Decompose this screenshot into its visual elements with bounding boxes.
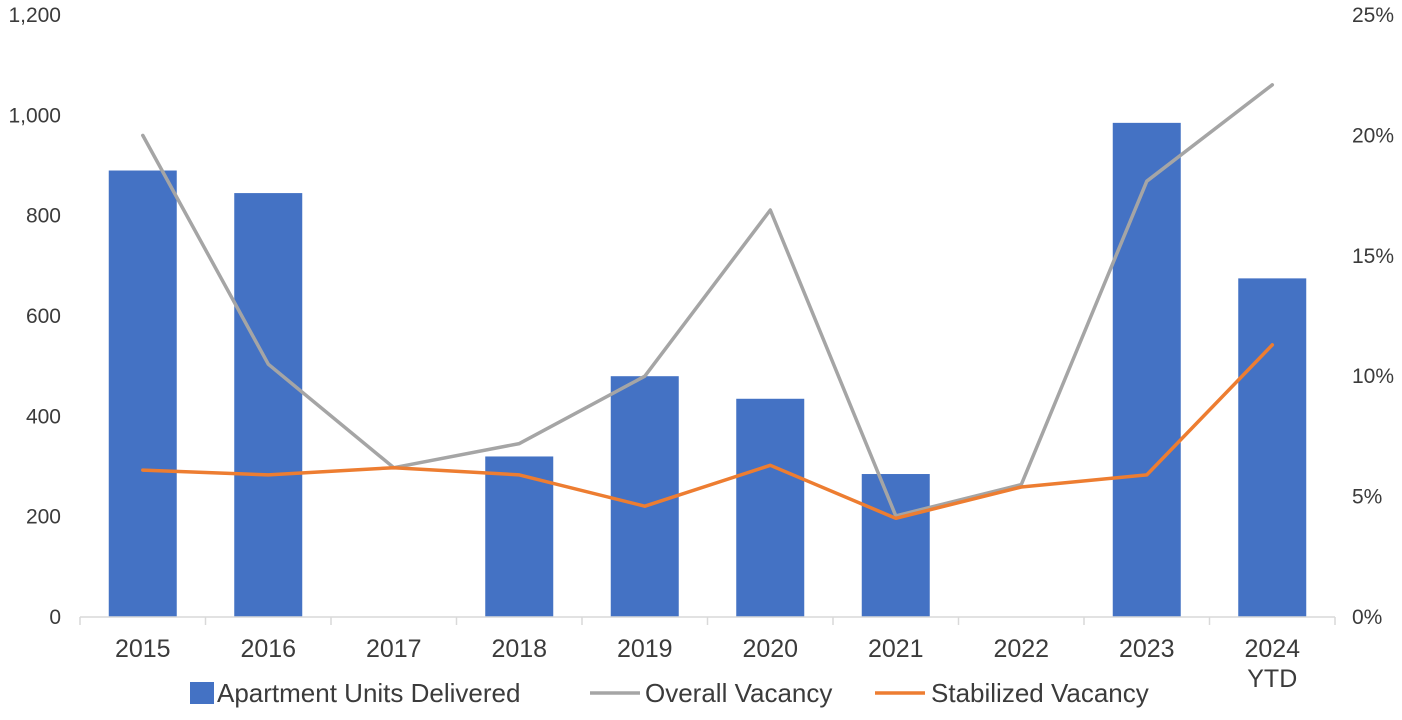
right-tick-label: 20% (1352, 124, 1394, 147)
bar-units-delivered (861, 474, 930, 617)
left-tick-label: 0 (49, 606, 61, 629)
right-tick-label: 5% (1352, 486, 1382, 509)
left-tick-label: 600 (26, 305, 61, 328)
left-tick-label: 1,000 (8, 104, 61, 127)
x-tick-label: 2020 (742, 635, 798, 663)
legend-swatch-bar (190, 682, 214, 704)
bar-units-delivered (1112, 122, 1181, 617)
bar-units-delivered (485, 456, 554, 617)
bar-series (108, 122, 1307, 617)
left-axis: 0 200 400 600 800 1,000 1,200 (8, 4, 61, 629)
left-tick-label: 400 (26, 405, 61, 428)
right-tick-label: 10% (1352, 365, 1394, 388)
left-tick-label: 200 (26, 506, 61, 529)
x-tick-label: 2018 (491, 635, 547, 663)
bar-units-delivered (610, 376, 679, 617)
x-tick-label: 2015 (115, 635, 171, 663)
x-tick-label: 2021 (868, 635, 924, 663)
bar-units-delivered (108, 170, 177, 617)
x-tick-label: 2017 (366, 635, 422, 663)
right-axis: 0% 5% 10% 15% 20% 25% (1352, 4, 1394, 629)
legend: Apartment Units Delivered Overall Vacancy… (190, 678, 1149, 708)
left-tick-label: 800 (26, 205, 61, 228)
legend-label: Overall Vacancy (645, 678, 832, 708)
x-tick-label: 2023 (1119, 635, 1175, 663)
bar-units-delivered (1238, 278, 1307, 617)
bar-units-delivered (234, 193, 303, 617)
legend-label: Stabilized Vacancy (931, 678, 1149, 708)
right-tick-label: 25% (1352, 4, 1394, 27)
left-tick-label: 1,200 (8, 4, 61, 27)
right-tick-label: 0% (1352, 606, 1382, 629)
right-tick-label: 15% (1352, 245, 1394, 268)
bar-units-delivered (736, 398, 805, 617)
line-stabilized-vacancy (141, 343, 1275, 521)
x-tick-label: 2024 YTD (1244, 635, 1300, 693)
x-tick-label: 2019 (617, 635, 673, 663)
line-series (141, 83, 1275, 521)
line-overall-vacancy (141, 83, 1275, 518)
x-axis: 2015 2016 2017 2018 2019 2020 2021 2022 2023 2024… (79, 616, 1336, 693)
legend-label: Apartment Units Delivered (217, 678, 520, 708)
x-tick-label: 2022 (993, 635, 1049, 663)
x-tick-label: 2016 (240, 635, 296, 663)
